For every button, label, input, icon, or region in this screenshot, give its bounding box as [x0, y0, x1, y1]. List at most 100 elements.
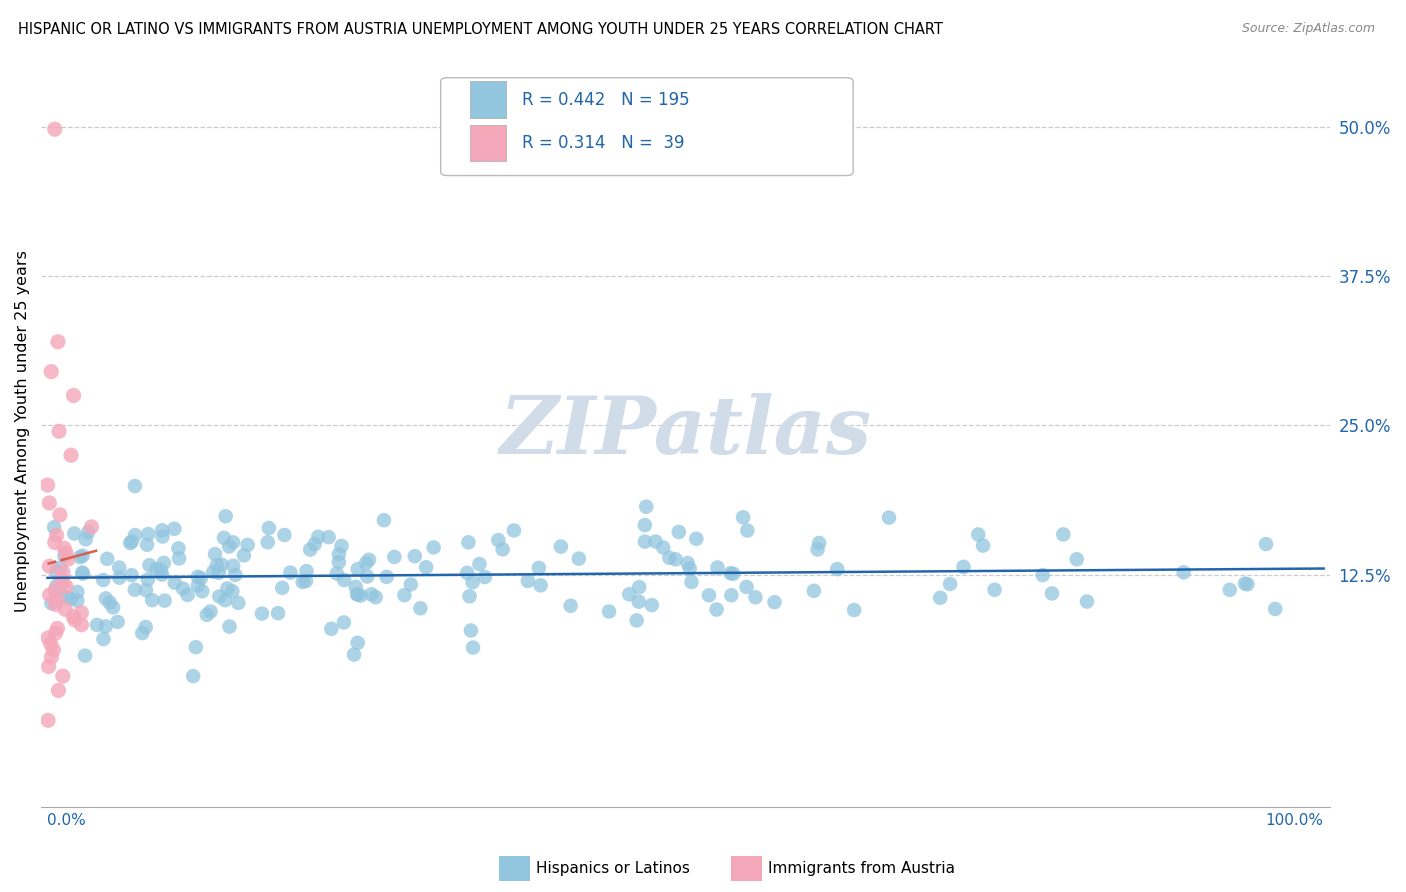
Point [150, 524, 173, 538]
Point [181, 669, 204, 683]
Point [929, 591, 952, 605]
Point [356, 569, 378, 583]
Point [685, 532, 707, 546]
Point [1076, 594, 1098, 608]
Point [409, 601, 432, 615]
Point [626, 614, 648, 628]
Point [222, 535, 245, 549]
Point [399, 577, 422, 591]
Point [360, 587, 382, 601]
Point [271, 581, 294, 595]
Point [163, 575, 186, 590]
Point [41, 596, 63, 610]
Point [224, 567, 246, 582]
Point [202, 565, 225, 579]
Point [163, 522, 186, 536]
FancyBboxPatch shape [471, 81, 506, 118]
Point [697, 588, 720, 602]
Point [1264, 602, 1286, 616]
Point [107, 615, 129, 629]
Point [394, 588, 416, 602]
Point [706, 560, 728, 574]
Point [1032, 568, 1054, 582]
Point [48, 683, 70, 698]
Point [550, 540, 572, 554]
Point [53, 549, 76, 564]
Point [295, 574, 318, 588]
Point [458, 590, 481, 604]
Point [62, 388, 84, 402]
Point [1236, 577, 1258, 591]
Point [124, 528, 146, 542]
Point [744, 591, 766, 605]
Point [96, 551, 118, 566]
Point [415, 560, 437, 574]
Point [735, 580, 758, 594]
Point [619, 587, 641, 601]
Point [233, 549, 256, 563]
Point [733, 510, 755, 524]
Point [38, 659, 60, 673]
Point [59, 448, 82, 462]
Point [187, 578, 209, 592]
Point [48, 425, 70, 439]
Point [46, 334, 69, 349]
Point [94, 591, 117, 606]
Point [135, 583, 157, 598]
Point [49, 561, 72, 575]
Point [877, 510, 900, 524]
Point [101, 600, 124, 615]
Point [37, 631, 59, 645]
Point [636, 500, 658, 514]
Point [344, 580, 367, 594]
Text: 100.0%: 100.0% [1265, 814, 1323, 829]
Point [52, 576, 75, 591]
Point [644, 534, 666, 549]
Point [1066, 552, 1088, 566]
Point [222, 558, 245, 573]
Point [457, 535, 479, 549]
Point [38, 496, 60, 510]
Point [827, 562, 849, 576]
Point [152, 529, 174, 543]
Point [668, 524, 690, 539]
Point [1233, 576, 1256, 591]
Point [1173, 566, 1195, 580]
Point [737, 524, 759, 538]
Point [382, 549, 405, 564]
FancyBboxPatch shape [440, 78, 853, 176]
Point [135, 620, 157, 634]
Point [460, 624, 482, 638]
Point [69, 550, 91, 565]
Point [70, 617, 93, 632]
Point [211, 558, 233, 572]
Point [634, 518, 657, 533]
Point [307, 530, 329, 544]
Point [346, 636, 368, 650]
Point [45, 626, 67, 640]
Point [346, 587, 368, 601]
Point [250, 607, 273, 621]
Point [52, 566, 75, 580]
Point [326, 566, 349, 581]
Y-axis label: Unemployment Among Youth under 25 years: Unemployment Among Youth under 25 years [15, 251, 30, 612]
Point [721, 566, 744, 581]
Point [627, 595, 650, 609]
Point [53, 602, 76, 616]
Point [214, 593, 236, 607]
Point [187, 570, 209, 584]
Point [167, 551, 190, 566]
Point [461, 575, 484, 590]
Point [184, 640, 207, 655]
Text: Immigrants from Austria: Immigrants from Austria [768, 862, 955, 876]
Point [72, 549, 94, 563]
Point [422, 541, 444, 555]
Point [256, 535, 278, 549]
Point [350, 589, 373, 603]
Point [63, 526, 86, 541]
Point [354, 556, 377, 570]
Point [108, 560, 131, 574]
Point [38, 559, 60, 574]
Point [456, 566, 478, 580]
Point [37, 714, 59, 728]
